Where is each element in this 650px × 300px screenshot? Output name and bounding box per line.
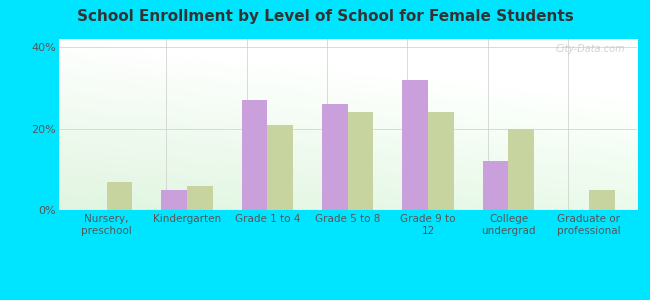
Text: City-Data.com: City-Data.com — [556, 44, 625, 54]
Bar — [589, 190, 614, 210]
Bar — [348, 112, 374, 210]
Bar — [242, 100, 267, 210]
Bar — [428, 112, 454, 210]
Bar — [483, 161, 508, 210]
Bar — [508, 129, 534, 210]
Text: School Enrollment by Level of School for Female Students: School Enrollment by Level of School for… — [77, 9, 573, 24]
Bar — [322, 104, 348, 210]
Bar — [402, 80, 428, 210]
Bar — [267, 124, 293, 210]
Bar — [161, 190, 187, 210]
Bar — [107, 182, 133, 210]
Bar — [187, 186, 213, 210]
